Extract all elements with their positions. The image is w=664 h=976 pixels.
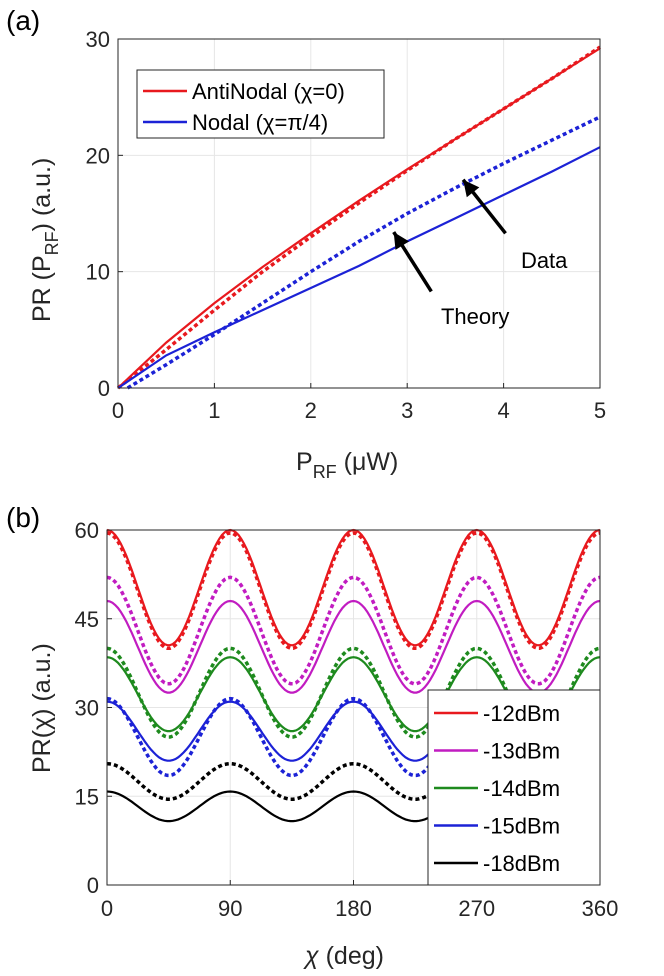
panel-a-series-antinodal-theory	[117, 47, 601, 389]
panel-a-y-tick-labels: 0 10 20 30	[86, 27, 110, 401]
panel-a: (a) 0 1 2 3 4 5 0 10 20 30 AntiNodal (χ=0) Nodal…	[6, 5, 606, 482]
panel-b-data-13dbm	[106, 575, 601, 686]
panel-b-label: (b)	[6, 502, 40, 533]
panel-b-legend-label: -15dBm	[483, 814, 560, 839]
panel-b-x-label-main: χ	[303, 942, 319, 970]
panel-b-data-12dbm	[106, 531, 601, 650]
panel-a-y-tick-label: 20	[86, 143, 110, 168]
panel-a-x-tick-label: 4	[497, 398, 509, 423]
panel-a-annotations: Data Theory	[392, 178, 568, 329]
panel-a-y-label-unit: ) (a.u.)	[28, 158, 56, 232]
panel-a-series	[116, 45, 601, 390]
panel-b: (b) -12dBm -13dBm -14dBm -15dBm -18dBm 0 90 18…	[6, 502, 618, 970]
panel-a-y-label-sub: RF	[42, 231, 62, 255]
panel-a-series-nodal-data	[126, 115, 601, 390]
annotation-arrowhead-data	[463, 179, 480, 198]
panel-b-legend-items: -12dBm -13dBm -14dBm -15dBm -18dBm	[434, 701, 560, 876]
panel-b-y-tick-label: 30	[75, 696, 99, 721]
panel-b-x-tick-label: 270	[458, 896, 495, 921]
panel-b-legend-label: -12dBm	[483, 701, 560, 726]
panel-b-legend: -12dBm -13dBm -14dBm -15dBm -18dBm	[427, 689, 601, 886]
panel-b-legend-label: -13dBm	[483, 739, 560, 764]
panel-a-y-axis-label: PR (PRF) (a.u.)	[28, 158, 62, 322]
panel-b-legend-label: -14dBm	[483, 776, 560, 801]
panel-a-x-tick-label: 1	[208, 398, 220, 423]
panel-b-data-15dbm	[106, 696, 601, 778]
panel-a-x-tick-label: 2	[305, 398, 317, 423]
annotation-label-theory: Theory	[441, 304, 509, 329]
panel-b-theory-13dbm	[106, 599, 601, 694]
panel-b-x-tick-label: 90	[218, 896, 242, 921]
panel-b-y-axis-label: PR(χ) (a.u.)	[28, 643, 56, 773]
panel-b-y-tick-labels: 0 15 30 45 60	[75, 518, 99, 898]
panel-a-y-tick-label: 0	[98, 376, 110, 401]
legend-label-antinodal: AntiNodal (χ=0)	[192, 79, 345, 104]
panel-b-y-tick-label: 15	[75, 784, 99, 809]
panel-a-x-tick-label: 0	[112, 398, 124, 423]
panel-a-x-tick-labels: 0 1 2 3 4 5	[112, 398, 606, 423]
panel-a-y-label-main: PR (P	[28, 255, 56, 322]
panel-a-legend-box	[136, 69, 385, 139]
panel-b-x-tick-labels: 0 90 180 270 360	[101, 896, 618, 921]
panel-b-x-label-unit: (deg)	[319, 942, 384, 970]
legend-label-nodal: Nodal (χ=π/4)	[192, 110, 328, 135]
panel-b-y-label-main: PR(χ)	[28, 708, 56, 773]
panel-a-label: (a)	[6, 5, 40, 36]
panel-b-x-tick-label: 180	[335, 896, 372, 921]
panel-a-y-tick-label: 30	[86, 27, 110, 52]
panel-a-x-label-unit: (μW)	[337, 448, 399, 476]
panel-b-legend-label: -18dBm	[483, 851, 560, 876]
panel-a-series-nodal-theory	[117, 146, 601, 389]
panel-b-axes-box	[106, 529, 601, 886]
annotation-label-data: Data	[521, 248, 568, 273]
panel-a-x-tick-label: 3	[401, 398, 413, 423]
panel-a-y-tick-label: 10	[86, 260, 110, 285]
panel-b-x-axis-label: χ (deg)	[303, 942, 384, 970]
panel-b-x-tick-label: 360	[582, 896, 619, 921]
panel-a-series-antinodal-data	[116, 45, 601, 390]
panel-a-legend: AntiNodal (χ=0) Nodal (χ=π/4)	[136, 69, 385, 139]
panel-a-x-tick-label: 5	[594, 398, 606, 423]
panel-b-y-label-unit: (a.u.)	[28, 643, 56, 708]
panel-a-axes-box	[117, 38, 601, 389]
panel-a-x-axis-label: PRF (μW)	[296, 448, 398, 482]
panel-b-y-tick-label: 45	[75, 607, 99, 632]
panel-b-x-tick-label: 0	[101, 896, 113, 921]
panel-b-y-tick-label: 0	[87, 873, 99, 898]
panel-b-y-tick-label: 60	[75, 518, 99, 543]
annotation-arrowhead-theory	[393, 232, 410, 250]
panel-a-x-label-main: P	[296, 448, 313, 476]
panel-a-x-label-sub: RF	[313, 462, 337, 482]
